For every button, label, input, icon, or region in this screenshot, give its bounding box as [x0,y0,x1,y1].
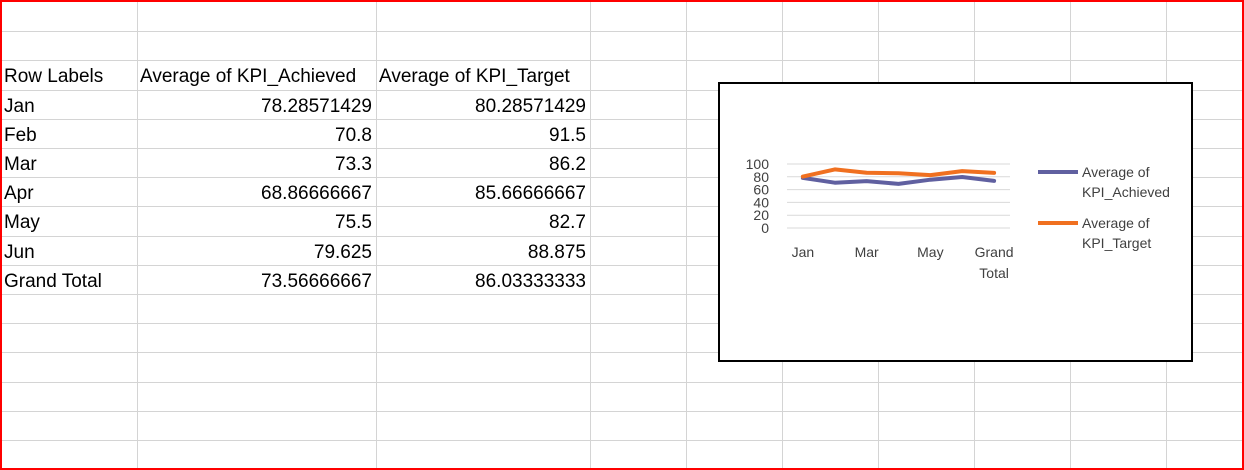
row-gridline [2,206,1242,207]
pivot-header-cell[interactable]: Average of KPI_Achieved [140,66,357,87]
pivot-value-achieved[interactable]: 79.625 [313,242,372,263]
row-gridline [2,294,1242,295]
series-line-target [800,167,997,179]
pivot-value-target[interactable]: 86.03333333 [475,271,586,292]
x-tick-label: Total [979,265,1009,281]
row-gridline [2,236,1242,237]
pivot-header-cell[interactable]: Row Labels [4,66,104,87]
row-gridline [2,90,1242,91]
pivot-row-label[interactable]: Mar [4,154,37,175]
row-gridline [2,177,1242,178]
row-gridline [2,119,1242,120]
pivot-value-achieved[interactable]: 75.5 [335,212,372,233]
pivot-value-target[interactable]: 80.28571429 [475,96,586,117]
legend-label: KPI_Achieved [1082,184,1170,200]
pivot-value-target[interactable]: 91.5 [549,125,586,146]
column-gridline [686,2,687,468]
pivot-row-label[interactable]: May [4,212,40,233]
row-gridline [2,60,1242,61]
x-tick-label: Jan [792,244,815,260]
column-gridline [376,2,377,468]
pivot-value-target[interactable]: 88.875 [527,242,586,263]
x-tick-label: Grand [975,244,1014,260]
pivot-value-achieved[interactable]: 78.28571429 [261,96,372,117]
legend-label: KPI_Target [1082,235,1151,251]
y-tick-label: 60 [753,182,769,198]
pivot-value-achieved[interactable]: 68.86666667 [261,183,372,204]
row-gridline [2,31,1242,32]
pivot-value-achieved[interactable]: 73.56666667 [261,271,372,292]
pivot-value-achieved[interactable]: 70.8 [335,125,372,146]
row-gridline [2,323,1242,324]
series-line-achieved [800,175,997,186]
pivot-value-target[interactable]: 85.66666667 [475,183,586,204]
y-tick-label: 40 [753,194,769,210]
y-tick-label: 0 [761,220,769,236]
pivot-row-label[interactable]: Apr [4,183,34,204]
row-gridline [2,440,1242,441]
pivot-value-target[interactable]: 82.7 [549,212,586,233]
column-gridline [137,2,138,468]
row-gridline [2,352,1242,353]
legend-label: Average of [1082,215,1150,231]
y-tick-label: 20 [753,207,769,223]
pivot-value-target[interactable]: 86.2 [549,154,586,175]
x-tick-label: Mar [855,244,879,260]
pivot-header-cell[interactable]: Average of KPI_Target [379,66,570,87]
column-gridline [590,2,591,468]
pivot-row-label[interactable]: Feb [4,125,37,146]
pivot-chart[interactable]: 100 80 60 40 20 0 Jan Mar May Grand Total Average o… [718,82,1193,362]
row-gridline [2,411,1242,412]
pivot-row-label[interactable]: Grand Total [4,271,102,292]
x-tick-label: May [917,244,943,260]
pivot-row-label[interactable]: Jan [4,96,35,117]
row-gridline [2,382,1242,383]
y-tick-label: 80 [753,169,769,185]
legend-label: Average of [1082,164,1150,180]
row-gridline [2,148,1242,149]
pivot-row-label[interactable]: Jun [4,242,35,263]
row-gridline [2,265,1242,266]
pivot-value-achieved[interactable]: 73.3 [335,154,372,175]
y-tick-label: 100 [746,156,770,172]
